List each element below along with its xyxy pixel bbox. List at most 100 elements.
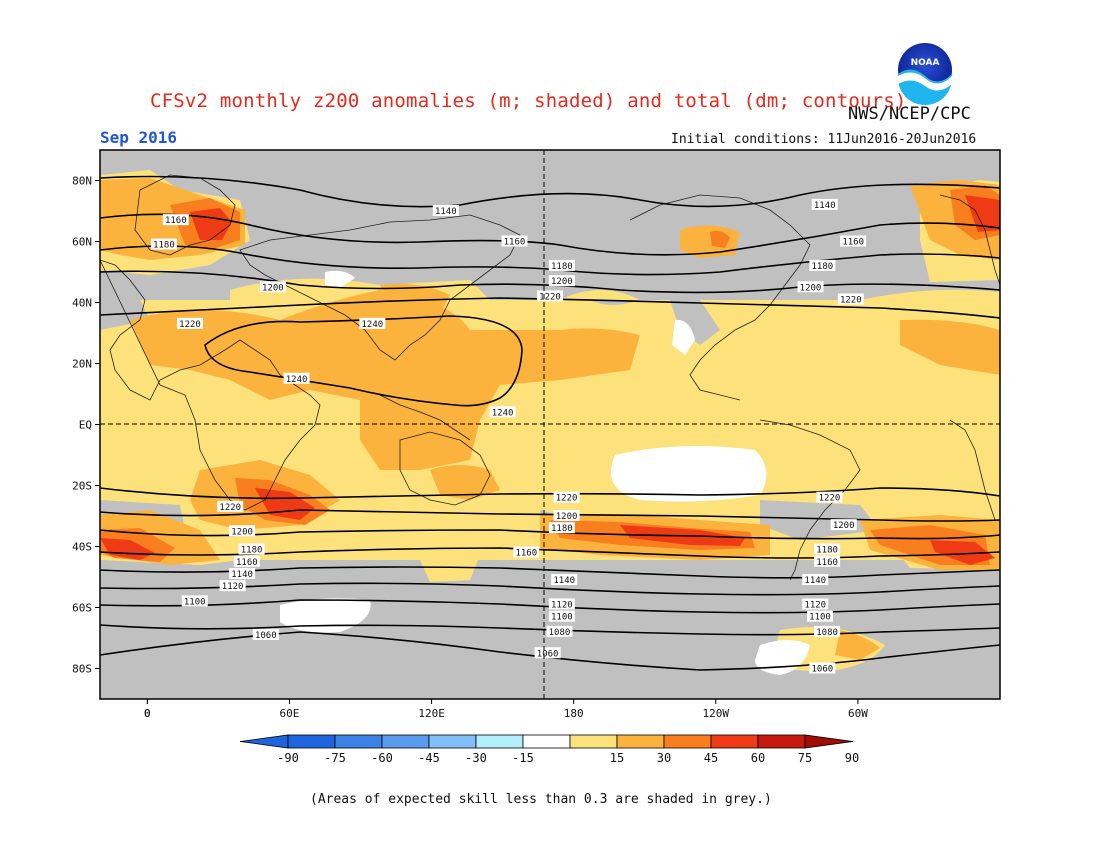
contour-label: 1140 — [229, 567, 256, 580]
anomaly-region-45-60-canada — [710, 230, 730, 248]
contour-label-text: 1160 — [816, 558, 838, 568]
contour-label-bg — [150, 238, 177, 250]
contour-label: 1120 — [548, 598, 575, 610]
coastline-eurasia — [239, 214, 521, 361]
contour-label-text: 1100 — [184, 597, 206, 607]
latitude-tick-label: 40N — [72, 297, 92, 310]
contour-label: 1060 — [809, 662, 836, 675]
contour-label-bg — [548, 522, 575, 534]
contour-label-bg — [501, 235, 528, 247]
latitude-axis: 80N 60N 40N 20N EQ 20S 40S 60S 80S — [72, 175, 100, 676]
contour-label-bg — [432, 205, 459, 216]
contour-label-bg — [548, 275, 575, 287]
contour-label-text: 1080 — [816, 628, 838, 638]
contour-label-text: 1200 — [231, 527, 253, 537]
contour-label-bg — [816, 491, 843, 503]
colorbar-tick-label: -45 — [418, 751, 440, 765]
contour-label: 1180 — [809, 259, 836, 272]
contour-label-text: 1100 — [809, 613, 831, 623]
contour-label-bg — [811, 198, 838, 210]
contour-label: 1240 — [283, 372, 310, 385]
colorbar-segment — [710, 734, 759, 749]
contour-label: 1180 — [814, 543, 841, 556]
latitude-tick-label: EQ — [79, 419, 92, 432]
contour-label-bg — [814, 625, 841, 637]
contour-label: 1140 — [432, 205, 459, 217]
colorbar-segment — [663, 734, 712, 749]
contour-label-text: 1220 — [179, 320, 201, 330]
contour-label-text: 1140 — [804, 576, 826, 586]
contour-label: 1180 — [548, 259, 575, 272]
contour-label: 1220 — [537, 290, 563, 302]
contour-label-bg — [814, 543, 841, 555]
contour-label: 1220 — [816, 491, 843, 504]
contour-label-bg — [840, 235, 867, 247]
neutral-region-central-asia — [325, 270, 355, 288]
contour-label-text: 1140 — [553, 576, 575, 586]
contour-label: 1140 — [802, 574, 829, 586]
latitude-tick-label: 40S — [72, 541, 92, 554]
latitude-tick-label: 20S — [72, 480, 92, 493]
contour-label: 1160 — [501, 235, 528, 248]
colorbar-tick-label: -15 — [512, 751, 534, 765]
colorbar-tick-label: 15 — [610, 751, 624, 765]
contour-label-text: 1240 — [492, 408, 514, 418]
contour-label-text: 1160 — [165, 216, 187, 226]
latitude-tick-label: 20N — [72, 358, 92, 371]
contour-label-text: 1100 — [551, 613, 573, 623]
contour-label-bg — [489, 406, 516, 418]
contour-1160-north — [100, 213, 1000, 256]
longitude-tick-label: 0 — [144, 707, 151, 720]
contour-label-text: 1160 — [236, 558, 258, 568]
contour-label-text: 1060 — [812, 665, 834, 675]
contour-label-bg — [809, 259, 836, 271]
agency-label: NWS/NCEP/CPC — [848, 104, 971, 124]
contour-1120-south — [100, 582, 1000, 596]
colorbar-segment — [522, 734, 571, 749]
contour-label-bg — [546, 625, 573, 637]
valid-month-label: Sep 2016 — [100, 128, 178, 147]
longitude-tick-label: 180 — [564, 707, 584, 720]
contour-label: 1140 — [551, 574, 578, 586]
contour-1220-north — [100, 297, 1000, 319]
latitude-tick-label: 80N — [72, 175, 92, 188]
contour-label-bg — [537, 290, 563, 302]
contour-label: 1160 — [814, 555, 841, 568]
contour-label: 1180 — [238, 543, 265, 556]
contour-label-text: 1080 — [549, 628, 571, 638]
contour-label-bg — [553, 491, 580, 503]
coastline-north-america — [629, 194, 811, 401]
map-panel: 1160 1180 1140 1140 1160 1160 1180 1180 1200 1200… — [100, 150, 1000, 699]
contour-label-text: 1180 — [816, 546, 838, 556]
colorbar-segment — [616, 734, 665, 749]
contour-label-bg — [837, 293, 864, 305]
initial-conditions-label: Initial conditions: 11Jun2016-20Jun2016 — [671, 132, 977, 147]
contour-label: 1220 — [177, 317, 203, 330]
neutral-region-mexico — [672, 319, 695, 355]
coastline-europe — [939, 194, 1000, 286]
contour-label: 1140 — [811, 198, 838, 211]
contour-label-bg — [238, 543, 265, 555]
colorbar-tick-label: -30 — [465, 751, 487, 765]
contour-label-text: 1160 — [515, 549, 537, 559]
colorbar-segment — [334, 734, 383, 749]
contour-label-text: 1200 — [551, 277, 573, 287]
contour-label: 1200 — [259, 281, 286, 293]
colorbar-segment — [381, 734, 430, 749]
contour-label-bg — [359, 317, 386, 329]
contour-label: 1180 — [548, 522, 575, 534]
colorbar-tick-label: 90 — [845, 751, 859, 765]
colorbar-segment — [428, 734, 477, 749]
contour-label: 1200 — [830, 519, 857, 531]
contour-label-text: 1200 — [556, 512, 578, 522]
contour-label: 1240 — [359, 317, 386, 330]
contour-label-bg — [548, 598, 575, 610]
contour-label-text: 1180 — [153, 241, 175, 251]
contour-label-text: 1240 — [286, 375, 308, 385]
contour-label: 1080 — [546, 625, 573, 638]
contour-label-bg — [177, 317, 203, 329]
contour-label: 1060 — [534, 647, 561, 659]
contour-label-text: 1160 — [504, 238, 526, 248]
contour-label: 1160 — [840, 235, 867, 248]
